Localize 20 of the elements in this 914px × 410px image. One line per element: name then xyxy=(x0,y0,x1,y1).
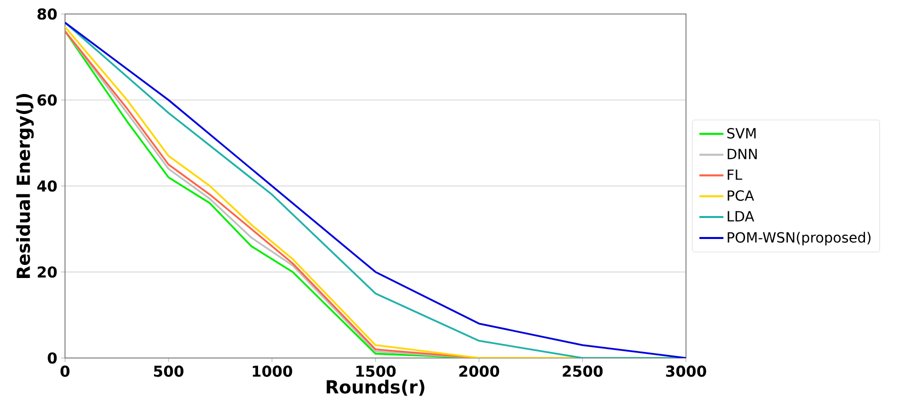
x-tick-label: 1000 xyxy=(252,366,292,377)
x-tick-label: 0 xyxy=(60,366,70,377)
y-tick-label: 80 xyxy=(38,8,57,20)
y-tick-label: 0 xyxy=(48,352,57,364)
x-tick-label: 2500 xyxy=(562,366,603,377)
y-tick-label: 40 xyxy=(37,180,57,192)
x-tick-label: 1500 xyxy=(356,366,396,377)
x-tick-label: 2000 xyxy=(459,366,500,377)
y-tick-label: 20 xyxy=(38,266,57,278)
y-axis-title: Residual Energy(J) xyxy=(16,94,34,278)
legend-label: PCA xyxy=(728,190,754,201)
legend-label: FL xyxy=(728,170,742,180)
x-tick-label: 500 xyxy=(154,366,184,377)
legend-label: SVM xyxy=(727,128,756,139)
legend-label: DNN xyxy=(728,148,757,160)
y-tick-label: 60 xyxy=(38,94,57,106)
x-axis-title: Rounds(r) xyxy=(326,380,424,396)
x-tick-label: 3000 xyxy=(666,366,706,377)
legend-label: POM-WSN(proposed) xyxy=(728,232,871,246)
legend-label: LDA xyxy=(728,211,754,222)
